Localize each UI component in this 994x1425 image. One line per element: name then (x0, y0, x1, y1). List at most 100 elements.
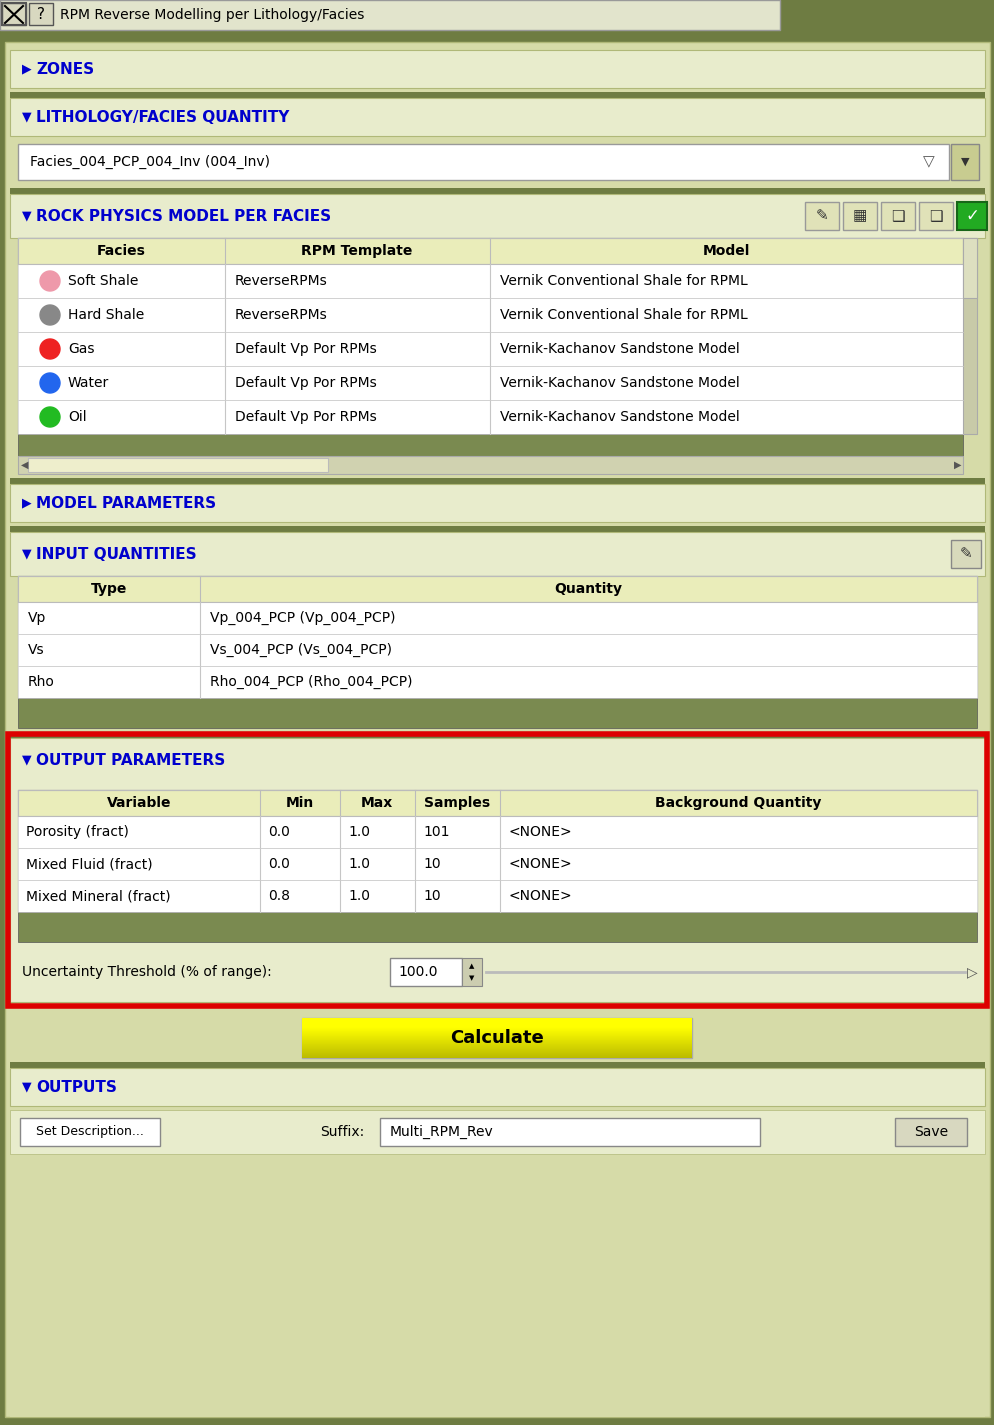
Text: 1.0: 1.0 (348, 825, 370, 839)
Bar (18, 601, 976, 634)
Text: Suffix:: Suffix: (320, 1124, 364, 1139)
Circle shape (40, 339, 60, 359)
Bar (18, 332, 962, 366)
Bar (18, 912, 976, 942)
Text: Rho: Rho (28, 675, 55, 690)
Bar (10, 1110, 984, 1154)
Text: ReverseRPMs: ReverseRPMs (235, 308, 327, 322)
Bar (18, 789, 976, 912)
Text: 0.0: 0.0 (267, 856, 289, 871)
Text: 101: 101 (422, 825, 449, 839)
Text: Gas: Gas (68, 342, 94, 356)
Bar (380, 1119, 759, 1146)
Text: Vernik-Kachanov Sandstone Model: Vernik-Kachanov Sandstone Model (500, 410, 739, 425)
Text: Vernik-Kachanov Sandstone Model: Vernik-Kachanov Sandstone Model (500, 376, 739, 390)
Text: ✎: ✎ (958, 547, 971, 561)
Text: Set Description...: Set Description... (36, 1126, 144, 1139)
Text: Vernik Conventional Shale for RPML: Vernik Conventional Shale for RPML (500, 308, 747, 322)
Text: ❑: ❑ (928, 208, 942, 224)
Text: Multi_RPM_Rev: Multi_RPM_Rev (390, 1124, 493, 1139)
Text: ▶: ▶ (22, 63, 32, 76)
Circle shape (40, 305, 60, 325)
Bar (18, 144, 948, 180)
Text: Porosity (fract): Porosity (fract) (26, 825, 129, 839)
Text: ▼: ▼ (22, 209, 32, 222)
Bar (18, 848, 976, 881)
Text: 100.0: 100.0 (398, 965, 437, 979)
Bar (10, 93, 984, 98)
Bar (962, 238, 976, 435)
Text: ✎: ✎ (815, 208, 828, 224)
Text: ▲: ▲ (469, 963, 474, 969)
Text: RPM Template: RPM Template (301, 244, 413, 258)
Bar (29, 3, 53, 26)
Bar (390, 958, 461, 986)
Bar (20, 1119, 160, 1146)
Bar (10, 477, 984, 485)
Text: Uncertainty Threshold (% of range):: Uncertainty Threshold (% of range): (22, 965, 271, 979)
Text: 1.0: 1.0 (348, 889, 370, 903)
Bar (10, 526, 984, 532)
Text: Variable: Variable (106, 797, 171, 809)
Bar (18, 298, 962, 332)
Bar (18, 366, 962, 400)
Bar (894, 1119, 966, 1146)
Bar (18, 238, 962, 264)
Bar (18, 789, 976, 817)
Text: Calculate: Calculate (449, 1029, 544, 1047)
Text: Hard Shale: Hard Shale (68, 308, 144, 322)
Bar (10, 738, 984, 1002)
Circle shape (40, 271, 60, 291)
Text: ReverseRPMs: ReverseRPMs (235, 274, 327, 288)
Bar (10, 1062, 984, 1067)
Text: Save: Save (913, 1124, 947, 1139)
Text: <NONE>: <NONE> (508, 856, 571, 871)
Text: ▦: ▦ (852, 208, 867, 224)
Text: ❑: ❑ (891, 208, 904, 224)
Text: OUTPUTS: OUTPUTS (36, 1080, 116, 1094)
Text: ◀: ◀ (21, 460, 29, 470)
Bar (10, 1067, 984, 1106)
Text: INPUT QUANTITIES: INPUT QUANTITIES (36, 547, 197, 561)
Text: Soft Shale: Soft Shale (68, 274, 138, 288)
Text: LITHOLOGY/FACIES QUANTITY: LITHOLOGY/FACIES QUANTITY (36, 110, 289, 124)
Text: Model: Model (702, 244, 748, 258)
Bar (10, 98, 984, 135)
Text: Default Vp Por RPMs: Default Vp Por RPMs (235, 410, 377, 425)
Bar (2, 3, 26, 26)
Text: ▼: ▼ (469, 975, 474, 980)
Text: Samples: Samples (423, 797, 490, 809)
Text: ▼: ▼ (22, 111, 32, 124)
Text: Rho_004_PCP (Rho_004_PCP): Rho_004_PCP (Rho_004_PCP) (210, 675, 413, 690)
Text: ▼: ▼ (960, 157, 968, 167)
Bar (779, 0, 994, 30)
Text: 0.8: 0.8 (267, 889, 289, 903)
Text: RPM Reverse Modelling per Lithology/Facies: RPM Reverse Modelling per Lithology/Faci… (60, 9, 364, 21)
Bar (18, 817, 976, 848)
Text: Oil: Oil (68, 410, 86, 425)
Bar (18, 264, 962, 298)
Text: 10: 10 (422, 889, 440, 903)
Text: Default Vp Por RPMs: Default Vp Por RPMs (235, 342, 377, 356)
Text: Facies_004_PCP_004_Inv (004_Inv): Facies_004_PCP_004_Inv (004_Inv) (30, 155, 269, 170)
Bar (18, 238, 962, 435)
Bar (18, 665, 976, 698)
Bar (918, 202, 952, 229)
Bar (0, 30, 994, 41)
Bar (0, 0, 779, 30)
Bar (842, 202, 876, 229)
Text: Mixed Mineral (fract): Mixed Mineral (fract) (26, 889, 170, 903)
Bar (956, 202, 986, 229)
Text: Quantity: Quantity (554, 581, 621, 596)
Text: Vp: Vp (28, 611, 47, 626)
Text: Water: Water (68, 376, 109, 390)
Text: ▽: ▽ (922, 154, 933, 170)
Bar (461, 958, 481, 986)
Bar (950, 540, 980, 569)
Bar (880, 202, 914, 229)
Text: ▶: ▶ (22, 496, 32, 510)
Circle shape (40, 408, 60, 428)
Text: Vp_004_PCP (Vp_004_PCP): Vp_004_PCP (Vp_004_PCP) (210, 611, 395, 626)
Bar (18, 576, 976, 601)
Text: ▼: ▼ (22, 1080, 32, 1093)
